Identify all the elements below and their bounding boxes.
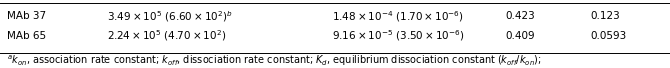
Text: MAb 37: MAb 37 <box>7 11 46 21</box>
Text: 0.409: 0.409 <box>505 31 535 41</box>
Text: $1.48 \times 10^{-4}$ $(1.70 \times 10^{-6})$: $1.48 \times 10^{-4}$ $(1.70 \times 10^{… <box>332 9 464 24</box>
Text: 0.0593: 0.0593 <box>590 31 626 41</box>
Text: MAb 65: MAb 65 <box>7 31 46 41</box>
Text: $3.49 \times 10^{5}$ $(6.60 \times 10^{2})^{b}$: $3.49 \times 10^{5}$ $(6.60 \times 10^{2… <box>107 9 233 24</box>
Text: 0.423: 0.423 <box>505 11 535 21</box>
Text: $2.24 \times 10^{5}$ $(4.70 \times 10^{2})$: $2.24 \times 10^{5}$ $(4.70 \times 10^{2… <box>107 29 226 43</box>
Text: 0.123: 0.123 <box>590 11 620 21</box>
Text: $9.16 \times 10^{-5}$ $(3.50 \times 10^{-6})$: $9.16 \times 10^{-5}$ $(3.50 \times 10^{… <box>332 29 465 43</box>
Text: $^{a}k_{on}$, association rate constant; $k_{off}$, dissociation rate constant; : $^{a}k_{on}$, association rate constant;… <box>7 54 541 68</box>
